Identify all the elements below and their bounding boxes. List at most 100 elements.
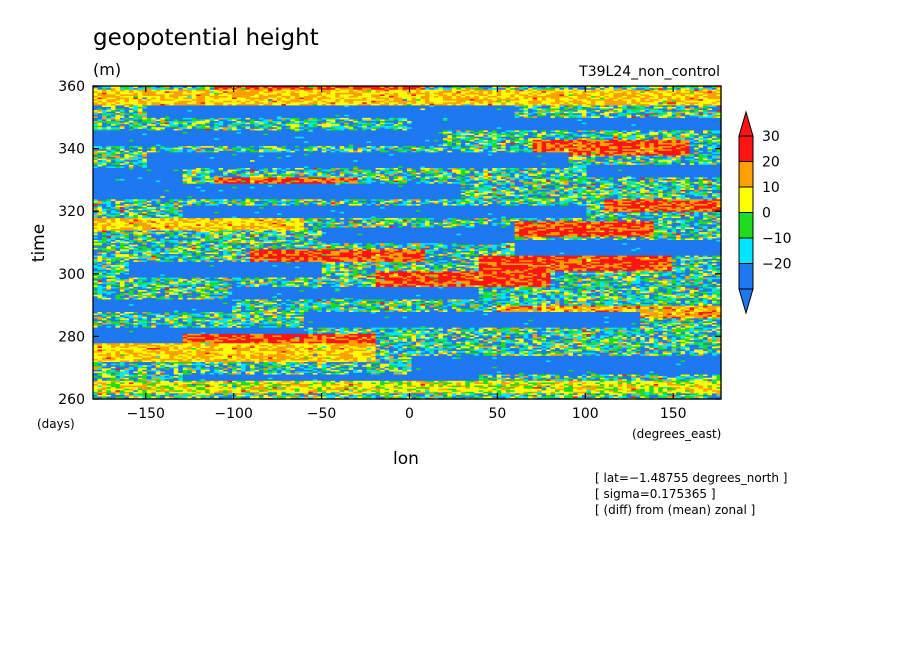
heatmap-cell bbox=[312, 370, 318, 373]
heatmap-cell bbox=[528, 372, 534, 375]
heatmap-cell bbox=[151, 375, 157, 378]
heatmap-cell bbox=[712, 394, 718, 397]
heatmap-cell bbox=[667, 380, 673, 383]
heatmap-cell bbox=[196, 392, 202, 395]
heatmap-cell bbox=[205, 370, 211, 373]
heatmap-cell bbox=[101, 377, 108, 380]
heatmap-cell bbox=[617, 369, 623, 372]
heatmap-cell bbox=[200, 395, 206, 399]
heatmap-cell bbox=[635, 391, 641, 394]
heatmap-cell bbox=[263, 372, 269, 375]
heatmap-cell bbox=[115, 366, 121, 369]
heatmap-cell bbox=[465, 391, 471, 394]
heatmap-cell bbox=[110, 381, 117, 384]
heatmap-cell bbox=[608, 386, 614, 389]
heatmap-cell bbox=[550, 373, 556, 377]
heatmap-cell bbox=[550, 381, 556, 384]
heatmap-cell bbox=[214, 372, 220, 375]
heatmap-cell bbox=[649, 391, 655, 394]
heatmap-cell bbox=[626, 373, 632, 377]
heatmap-cell bbox=[519, 375, 525, 378]
heatmap-cell bbox=[321, 395, 327, 399]
heatmap-cell bbox=[321, 392, 327, 395]
heatmap-cell bbox=[586, 392, 592, 395]
heatmap-cell bbox=[173, 391, 179, 394]
heatmap-cell bbox=[505, 386, 511, 389]
heatmap-cell bbox=[676, 366, 682, 369]
heatmap-cell bbox=[519, 366, 525, 369]
heatmap-cell bbox=[312, 363, 318, 366]
heatmap-cell bbox=[433, 367, 439, 370]
heatmap-cell bbox=[451, 392, 457, 395]
heatmap-cell bbox=[550, 394, 556, 397]
heatmap-cell bbox=[415, 383, 422, 386]
heatmap-cell bbox=[505, 369, 511, 372]
heatmap-cell bbox=[272, 386, 278, 389]
heatmap-cell bbox=[223, 384, 229, 388]
heatmap-cell bbox=[483, 392, 489, 395]
heatmap-cell bbox=[258, 369, 265, 372]
heatmap-cell bbox=[254, 391, 260, 394]
heatmap-cell bbox=[555, 377, 561, 380]
heatmap-cell bbox=[564, 363, 570, 366]
heatmap-cell bbox=[451, 383, 457, 386]
heatmap-cell bbox=[232, 370, 238, 373]
heatmap-cell bbox=[572, 370, 579, 373]
heatmap-cell bbox=[285, 394, 291, 397]
heatmap-cell bbox=[258, 377, 265, 380]
heatmap-cell bbox=[604, 395, 610, 399]
heatmap-cell bbox=[371, 375, 377, 378]
heatmap-cell bbox=[241, 372, 247, 375]
heatmap-cell bbox=[294, 367, 300, 370]
heatmap-cell bbox=[285, 381, 291, 384]
heatmap-cell bbox=[415, 389, 422, 392]
heatmap-cell bbox=[353, 372, 359, 375]
heatmap-cell bbox=[173, 381, 179, 384]
heatmap-cell bbox=[559, 391, 565, 394]
heatmap-cell bbox=[546, 369, 552, 372]
heatmap-cell bbox=[384, 369, 390, 372]
heatmap-cell bbox=[281, 381, 287, 384]
heatmap-cell bbox=[581, 363, 588, 366]
heatmap-cell bbox=[205, 366, 211, 369]
heatmap-cell bbox=[200, 386, 206, 389]
heatmap-cell bbox=[155, 395, 161, 399]
heatmap-cell bbox=[362, 394, 368, 397]
heatmap-cell bbox=[214, 367, 220, 370]
heatmap-cell bbox=[658, 372, 664, 375]
heatmap-cell bbox=[258, 367, 265, 370]
heatmap-cell bbox=[101, 383, 108, 386]
heatmap-cell bbox=[407, 372, 413, 375]
heatmap-cell bbox=[137, 372, 143, 375]
heatmap-cell bbox=[218, 388, 224, 391]
heatmap-cell bbox=[599, 388, 605, 391]
heatmap-cell bbox=[577, 383, 583, 386]
heatmap-cell bbox=[124, 380, 130, 383]
heatmap-cell bbox=[442, 388, 448, 391]
heatmap-cell bbox=[326, 364, 332, 367]
heatmap-cell bbox=[312, 394, 318, 397]
heatmap-cell bbox=[187, 364, 193, 367]
heatmap-cell bbox=[456, 366, 462, 369]
heatmap-cell bbox=[263, 367, 269, 370]
heatmap-cell bbox=[276, 383, 282, 386]
heatmap-cell bbox=[187, 366, 193, 369]
heatmap-cell bbox=[407, 369, 413, 372]
heatmap-cell bbox=[137, 361, 143, 364]
heatmap-cell bbox=[595, 372, 601, 375]
heatmap-cell bbox=[299, 380, 305, 383]
heatmap-cell bbox=[680, 391, 686, 394]
heatmap-cell bbox=[191, 378, 197, 381]
heatmap-cell bbox=[344, 364, 350, 367]
heatmap-cell bbox=[685, 363, 691, 366]
heatmap-cell bbox=[348, 383, 354, 386]
heatmap-cell bbox=[438, 377, 444, 380]
heatmap-cell bbox=[119, 386, 125, 389]
heatmap-cell bbox=[137, 395, 143, 399]
heatmap-cell bbox=[613, 380, 619, 383]
heatmap-cell bbox=[128, 364, 134, 367]
heatmap-cell bbox=[680, 375, 686, 378]
heatmap-cell bbox=[173, 370, 179, 373]
heatmap-cell bbox=[487, 394, 493, 397]
heatmap-cell bbox=[250, 388, 256, 391]
